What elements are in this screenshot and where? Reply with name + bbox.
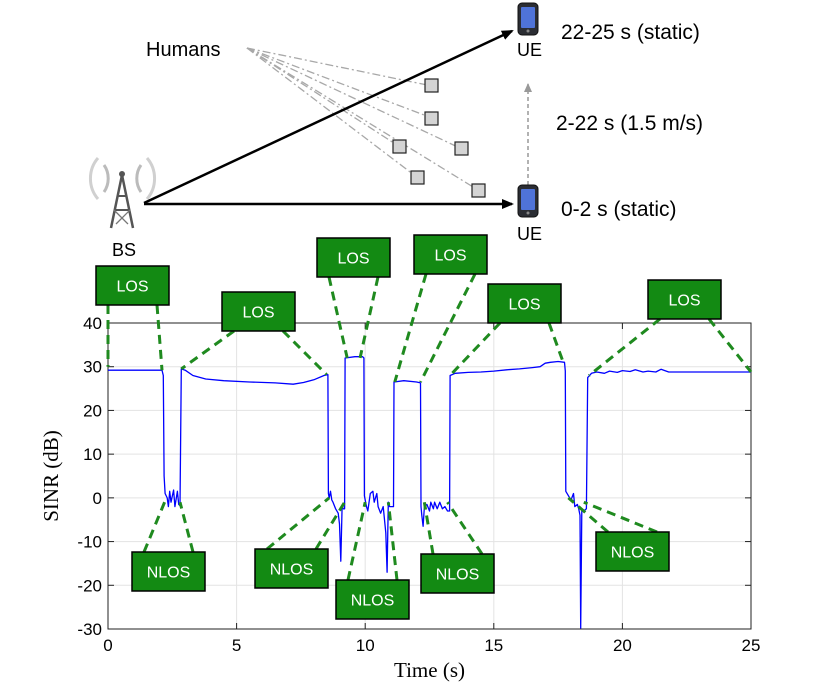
phone-icon	[517, 184, 539, 218]
annotation-leader-line	[155, 304, 164, 371]
annotation-box	[413, 234, 488, 275]
nlos-annotation: NLOS	[131, 501, 206, 592]
annotation-leader-line	[314, 501, 346, 550]
y-tick-label: 30	[83, 358, 102, 377]
annotation-label: NLOS	[147, 565, 191, 582]
annotation-label: NLOS	[351, 593, 395, 610]
x-tick-label: 10	[356, 636, 375, 655]
annotation-box	[595, 531, 670, 572]
x-tick-label: 15	[484, 636, 503, 655]
y-tick-label: -20	[77, 576, 102, 595]
nlos-annotation: NLOS	[254, 496, 346, 589]
annotation-label: LOS	[242, 305, 274, 322]
phone-icon	[517, 2, 539, 36]
human-marker-icon	[471, 183, 486, 198]
y-tick-label: -30	[77, 620, 102, 639]
phase-start-label: 0-2 s (static)	[561, 198, 677, 221]
annotation-label: NLOS	[270, 562, 314, 579]
annotation-leader-line	[448, 321, 502, 377]
bs-label: BS	[112, 240, 136, 260]
x-tick-label: 25	[742, 636, 761, 655]
antenna-tower-icon	[88, 157, 157, 229]
annotation-leader-line	[588, 317, 661, 377]
annotation-label: LOS	[337, 251, 369, 268]
annotation-box	[95, 265, 170, 306]
annotation-box	[316, 237, 391, 278]
los-nlos-annotations: LOS LOS LOS LOS LOS LOS NLOS NLOS NLOS NLOS NLOS	[95, 234, 753, 620]
x-tick-label: 20	[613, 636, 632, 655]
annotation-leader-line	[178, 501, 195, 553]
ue-label-bottom: UE	[517, 224, 542, 244]
annotation-box	[131, 551, 206, 592]
y-axis-label: SINR (dB)	[39, 430, 63, 522]
annotation-leader-line	[547, 322, 565, 363]
x-tick-label: 5	[232, 636, 241, 655]
annotation-label: LOS	[508, 297, 540, 314]
scene-diagram: BS Humans	[88, 2, 703, 260]
annotation-box	[254, 548, 329, 589]
humans-label: Humans	[146, 39, 220, 61]
nlos-annotation: NLOS	[567, 496, 670, 572]
annotation-leader-line	[180, 329, 235, 371]
annotation-box	[221, 291, 296, 332]
phase-moving-label: 2-22 s (1.5 m/s)	[556, 112, 703, 135]
sinr-plot: 0 5 10 15 20 25 -30 -20 -10 0 10 20 30 40 Time (s) SI…	[39, 314, 760, 682]
annotation-box	[335, 579, 410, 620]
annotation-leader-line	[567, 496, 609, 534]
ue-label-top: UE	[517, 40, 542, 60]
annotation-box	[647, 279, 722, 320]
annotation-label: NLOS	[611, 545, 655, 562]
bs-to-ue-end-arrow	[143, 29, 514, 205]
annotation-leader-line	[281, 329, 328, 376]
annotation-leader-line	[583, 500, 658, 534]
human-marker-icon	[410, 170, 425, 185]
human-marker-icon	[424, 78, 439, 93]
x-tick-label: 0	[103, 636, 112, 655]
human-marker-icon	[424, 111, 439, 126]
los-annotation: LOS	[448, 283, 565, 377]
annotation-label: NLOS	[436, 567, 480, 584]
sinr-series-line	[108, 356, 751, 629]
x-axis-label: Time (s)	[394, 658, 465, 682]
human-markers	[392, 78, 486, 198]
human-sight-lines	[246, 47, 479, 191]
annotation-leader-line	[386, 502, 399, 581]
annotation-leader-line	[358, 276, 380, 359]
los-annotation: LOS	[316, 237, 391, 359]
annotation-leader-line	[266, 496, 331, 551]
plot-frame	[107, 322, 752, 630]
annotation-label: LOS	[434, 248, 466, 265]
los-annotation: LOS	[588, 279, 753, 377]
annotation-leader-line	[446, 501, 484, 555]
annotation-label: LOS	[116, 279, 148, 296]
annotation-leader-line	[393, 273, 428, 383]
annotation-leader-line	[707, 318, 753, 373]
los-annotation: LOS	[393, 234, 488, 383]
annotation-leader-line	[419, 273, 477, 383]
annotation-box	[420, 553, 495, 594]
y-tick-label: 40	[83, 314, 102, 333]
y-tick-label: 10	[83, 445, 102, 464]
human-marker-icon	[392, 139, 407, 154]
axis-ticks: 0 5 10 15 20 25 -30 -20 -10 0 10 20 30 40	[77, 314, 760, 655]
y-tick-label: -10	[77, 533, 102, 552]
nlos-annotation: NLOS	[335, 501, 410, 620]
annotation-box	[487, 283, 562, 324]
human-marker-icon	[454, 141, 469, 156]
nlos-annotation: NLOS	[420, 501, 495, 594]
annotation-leader-line	[346, 501, 367, 581]
los-annotation: LOS	[180, 291, 328, 376]
phase-end-label: 22-25 s (static)	[561, 21, 700, 44]
los-annotation: LOS	[95, 265, 170, 371]
annotation-leader-line	[327, 276, 349, 359]
annotation-leader-line	[142, 501, 166, 553]
y-tick-label: 0	[93, 489, 102, 508]
annotation-label: LOS	[668, 293, 700, 310]
annotation-leader-line	[422, 501, 435, 555]
y-tick-label: 20	[83, 401, 102, 420]
